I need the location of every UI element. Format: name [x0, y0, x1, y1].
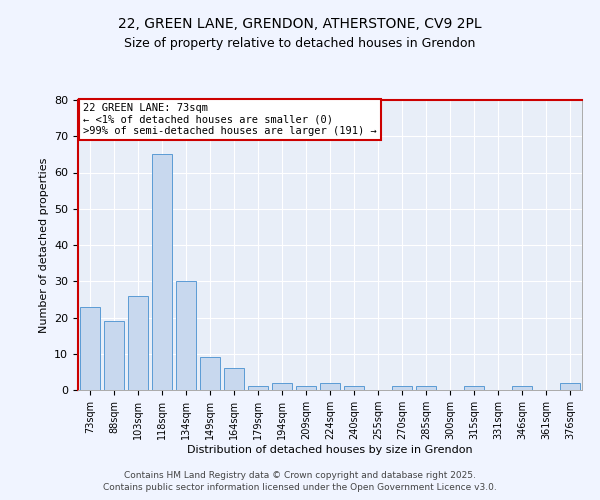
- Bar: [200, 358, 220, 390]
- Bar: [416, 386, 436, 390]
- Text: 22, GREEN LANE, GRENDON, ATHERSTONE, CV9 2PL: 22, GREEN LANE, GRENDON, ATHERSTONE, CV9…: [118, 18, 482, 32]
- Bar: [392, 386, 412, 390]
- Text: Size of property relative to detached houses in Grendon: Size of property relative to detached ho…: [124, 38, 476, 51]
- Bar: [176, 281, 196, 390]
- Bar: [512, 386, 532, 390]
- Text: 22 GREEN LANE: 73sqm
← <1% of detached houses are smaller (0)
>99% of semi-detac: 22 GREEN LANE: 73sqm ← <1% of detached h…: [83, 103, 377, 136]
- Bar: [272, 383, 292, 390]
- Bar: [464, 386, 484, 390]
- Bar: [152, 154, 172, 390]
- Bar: [80, 306, 100, 390]
- Bar: [248, 386, 268, 390]
- Bar: [104, 321, 124, 390]
- Bar: [320, 383, 340, 390]
- Bar: [296, 386, 316, 390]
- Text: Contains HM Land Registry data © Crown copyright and database right 2025.: Contains HM Land Registry data © Crown c…: [124, 471, 476, 480]
- Y-axis label: Number of detached properties: Number of detached properties: [38, 158, 49, 332]
- Bar: [344, 386, 364, 390]
- Text: Contains public sector information licensed under the Open Government Licence v3: Contains public sector information licen…: [103, 484, 497, 492]
- Bar: [560, 383, 580, 390]
- Bar: [128, 296, 148, 390]
- X-axis label: Distribution of detached houses by size in Grendon: Distribution of detached houses by size …: [187, 445, 473, 455]
- Bar: [224, 368, 244, 390]
